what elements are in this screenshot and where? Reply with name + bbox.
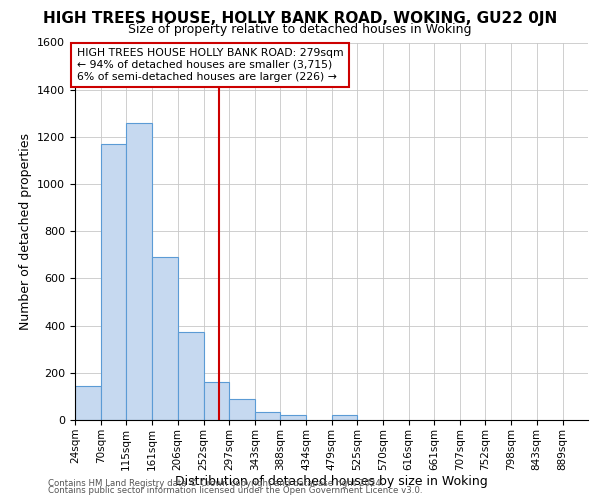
Bar	[101, 144, 127, 420]
X-axis label: Distribution of detached houses by size in Woking: Distribution of detached houses by size …	[175, 476, 488, 488]
Y-axis label: Number of detached properties: Number of detached properties	[19, 132, 32, 330]
Text: HIGH TREES HOUSE HOLLY BANK ROAD: 279sqm
← 94% of detached houses are smaller (3: HIGH TREES HOUSE HOLLY BANK ROAD: 279sqm…	[77, 48, 343, 82]
Bar	[229, 399, 255, 420]
Text: Contains HM Land Registry data © Crown copyright and database right 2024.: Contains HM Land Registry data © Crown c…	[48, 478, 383, 488]
Bar	[255, 412, 280, 420]
Text: HIGH TREES HOUSE, HOLLY BANK ROAD, WOKING, GU22 0JN: HIGH TREES HOUSE, HOLLY BANK ROAD, WOKIN…	[43, 11, 557, 26]
Bar	[178, 332, 203, 420]
Text: Contains public sector information licensed under the Open Government Licence v3: Contains public sector information licen…	[48, 486, 422, 495]
Bar	[331, 416, 358, 420]
Bar	[152, 257, 178, 420]
Bar	[75, 386, 101, 420]
Bar	[127, 122, 152, 420]
Text: Size of property relative to detached houses in Woking: Size of property relative to detached ho…	[128, 22, 472, 36]
Bar	[203, 382, 229, 420]
Bar	[280, 416, 306, 420]
